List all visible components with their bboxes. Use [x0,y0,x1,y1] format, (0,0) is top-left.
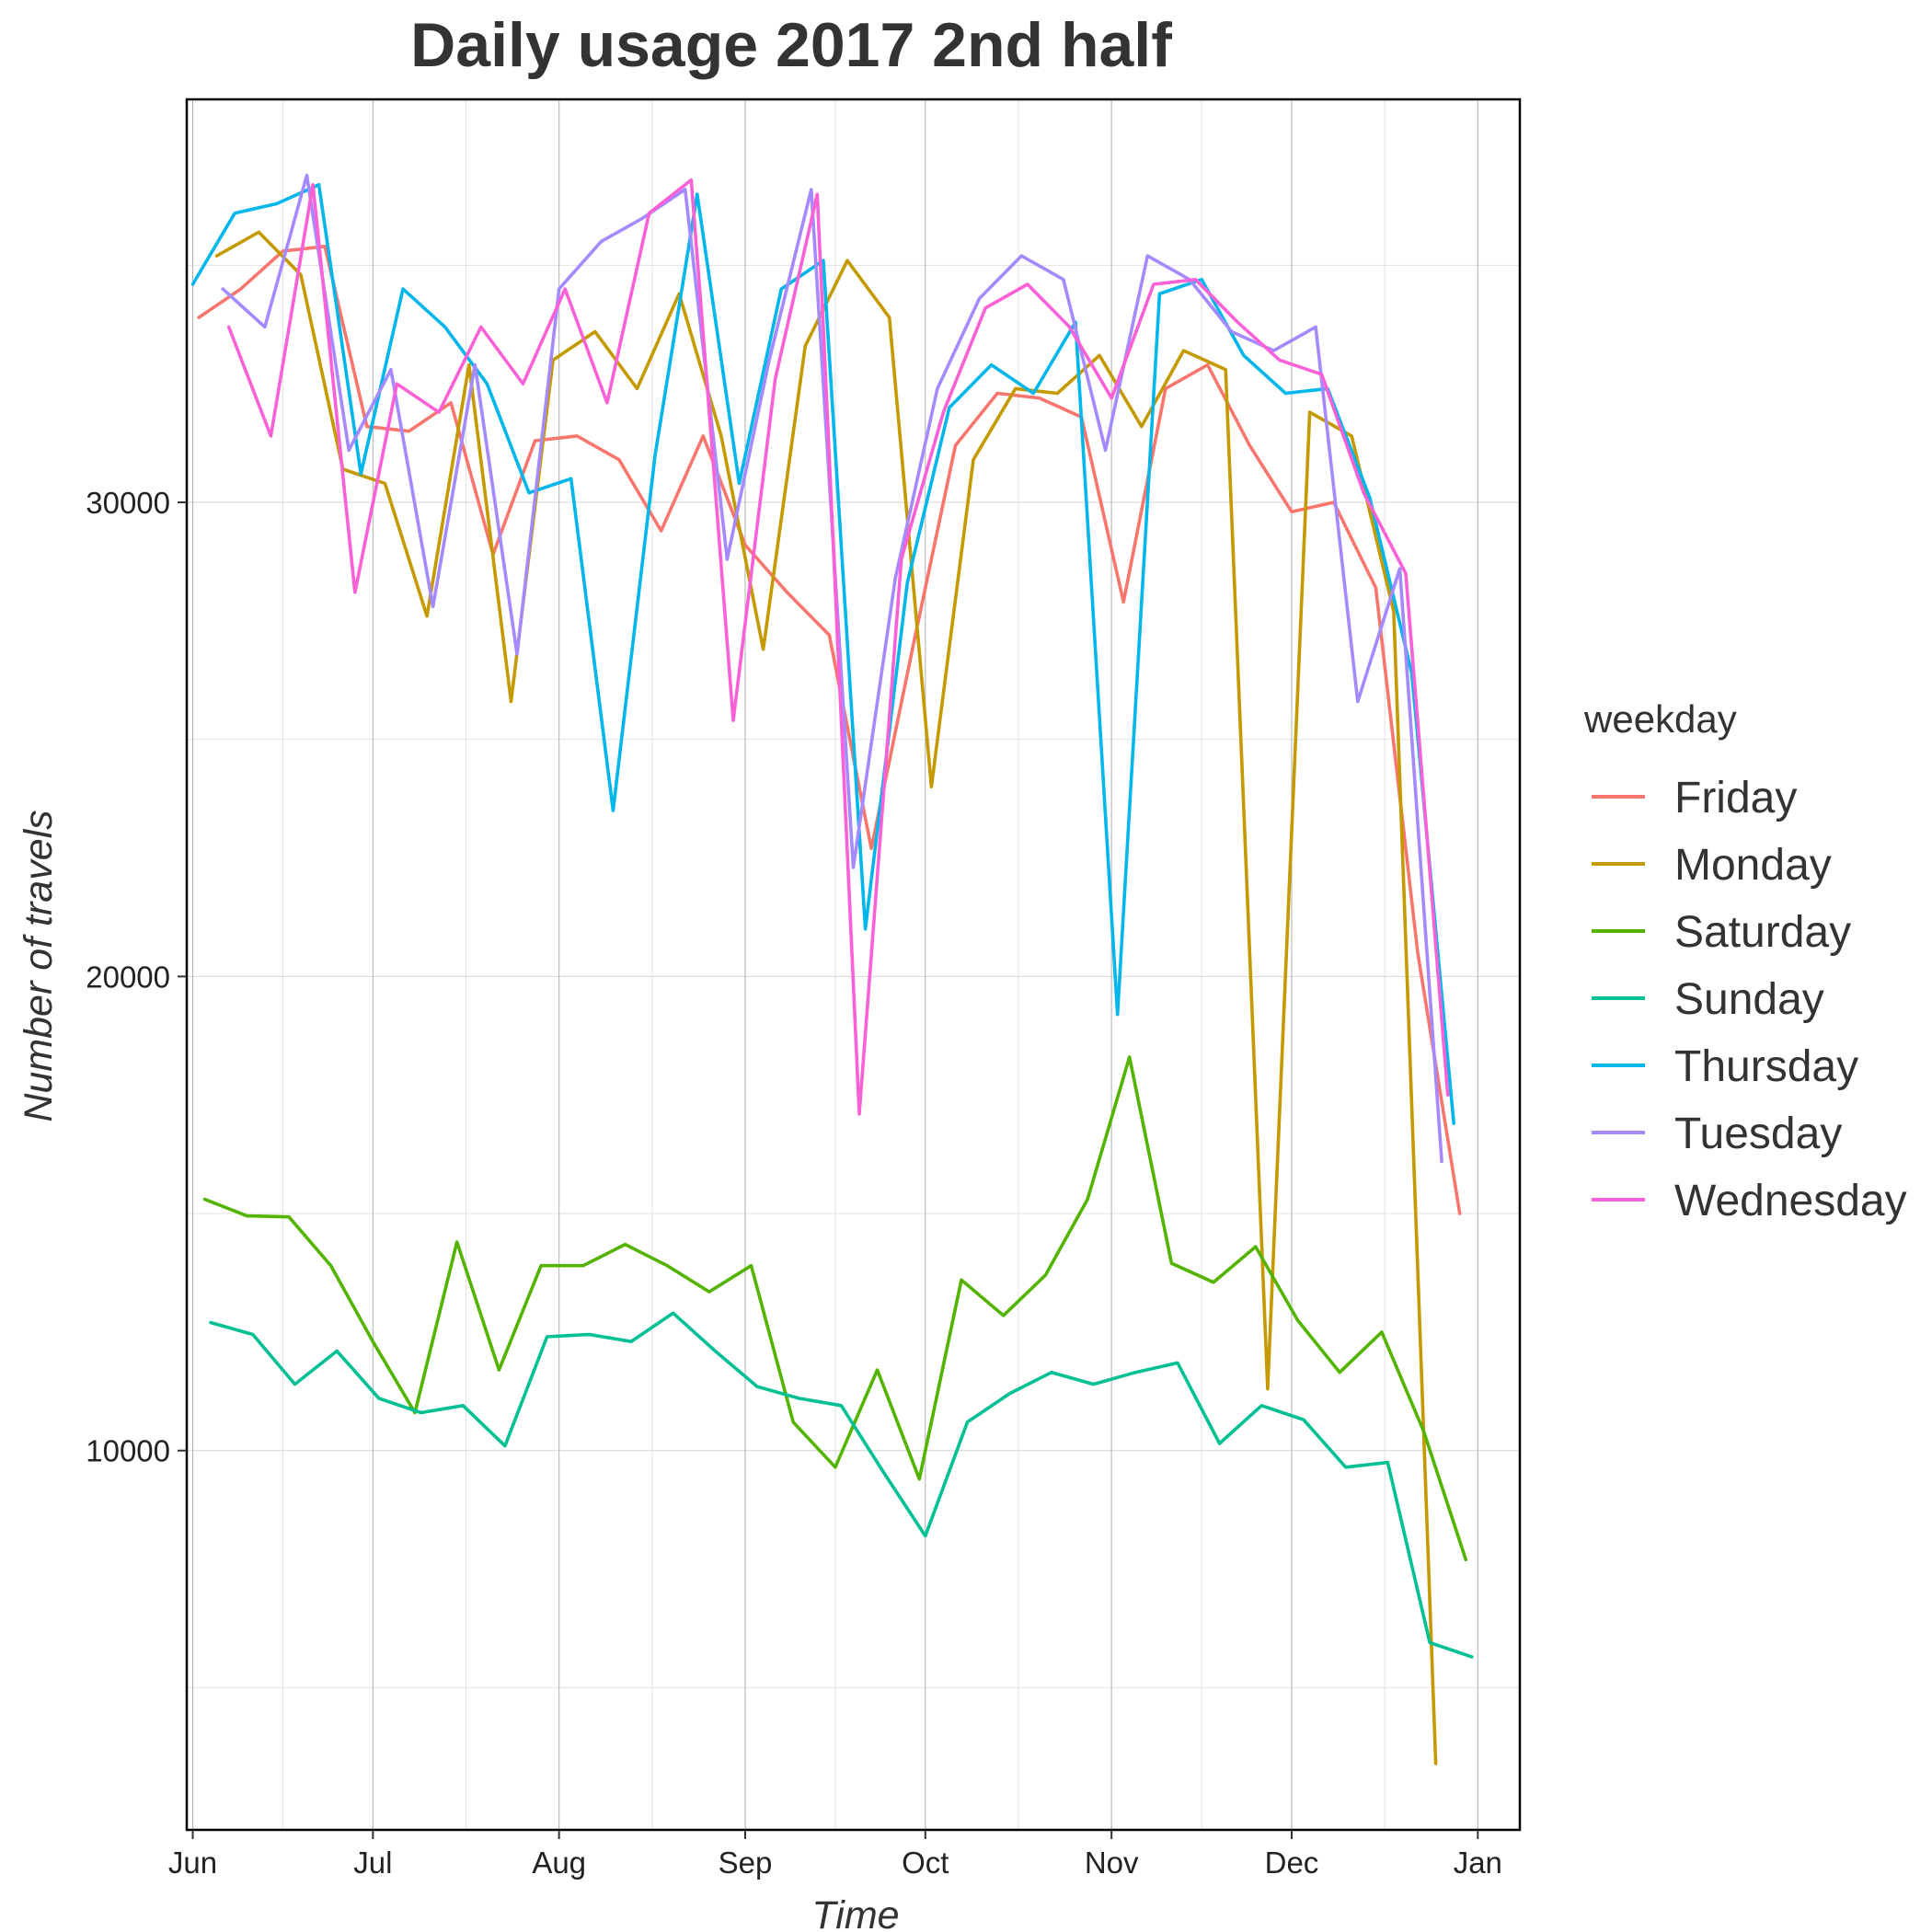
series-line-saturday [202,1055,1468,1562]
series-line-wednesday [226,178,1450,1116]
x-axis-title: Time [811,1893,899,1932]
legend: weekday Friday Monday Saturday Sunday Thursd… [1583,697,1907,1225]
y-axis-title: Number of travels [17,810,61,1121]
y-axis: 10000 20000 30000 [86,486,187,1468]
y-tick-label: 10000 [86,1434,170,1468]
x-tick-label: Jun [168,1846,217,1880]
x-axis: Jun Jul Aug Sep Oct Nov Dec Jan [168,1830,1502,1880]
series-line-thursday [190,183,1455,1125]
chart-title: Daily usage 2017 2nd half [410,10,1172,80]
series-line-friday [197,245,1462,1215]
legend-label-thursday: Thursday [1674,1042,1858,1091]
legend-label-friday: Friday [1674,774,1797,822]
legend-label-monday: Monday [1674,841,1832,890]
y-tick-label: 20000 [86,960,170,994]
series-lines [190,173,1474,1765]
x-tick-label: Sep [719,1846,773,1880]
y-tick-label: 30000 [86,486,170,520]
x-tick-label: Jul [353,1846,392,1880]
x-tick-label: Dec [1265,1846,1319,1880]
legend-label-sunday: Sunday [1674,975,1824,1024]
x-tick-label: Aug [532,1846,586,1880]
series-line-sunday [209,1311,1474,1659]
x-tick-label: Nov [1085,1846,1139,1880]
plot-panel-border [185,98,1522,1832]
legend-label-saturday: Saturday [1674,908,1851,957]
legend-label-tuesday: Tuesday [1674,1110,1842,1158]
x-tick-label: Oct [902,1846,949,1880]
legend-label-wednesday: Wednesday [1674,1177,1907,1225]
x-tick-label: Jan [1454,1846,1502,1880]
legend-title: weekday [1583,697,1737,741]
